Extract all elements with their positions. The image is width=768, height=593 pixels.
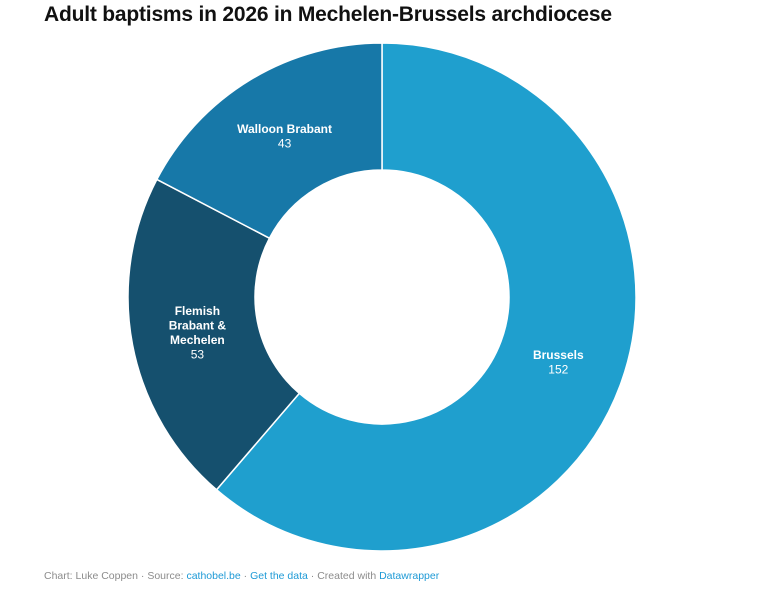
footer-credit: Chart: Luke Coppen (44, 570, 138, 582)
segment-label-flemish-brabant-mechelen: Flemish Brabant & Mechelen 53 (169, 304, 227, 362)
donut-segment-flemish-brabant-mechelen[interactable] (127, 178, 301, 491)
footer-get-data-link[interactable]: Get the data (250, 570, 308, 582)
footer-datawrapper-link[interactable]: Datawrapper (379, 570, 440, 582)
footer-source-label: Source: (147, 570, 184, 582)
segment-label-brussels: Brussels 152 (533, 348, 584, 377)
segment-label-walloon-brabant: Walloon Brabant 43 (237, 122, 332, 151)
donut-segment-brussels[interactable] (215, 42, 637, 552)
donut-segment-walloon-brabant[interactable] (156, 42, 383, 239)
footer-created-with-label: Created with (317, 570, 377, 582)
footer-separator: · (310, 570, 315, 582)
footer-source-link[interactable]: cathobel.be (186, 570, 241, 582)
footer: Chart: Luke Coppen · Source: cathobel.be… (44, 569, 439, 583)
footer-separator: · (140, 570, 145, 582)
chart-title: Adult baptisms in 2026 in Mechelen-Bruss… (44, 3, 612, 26)
footer-separator: · (243, 570, 248, 582)
